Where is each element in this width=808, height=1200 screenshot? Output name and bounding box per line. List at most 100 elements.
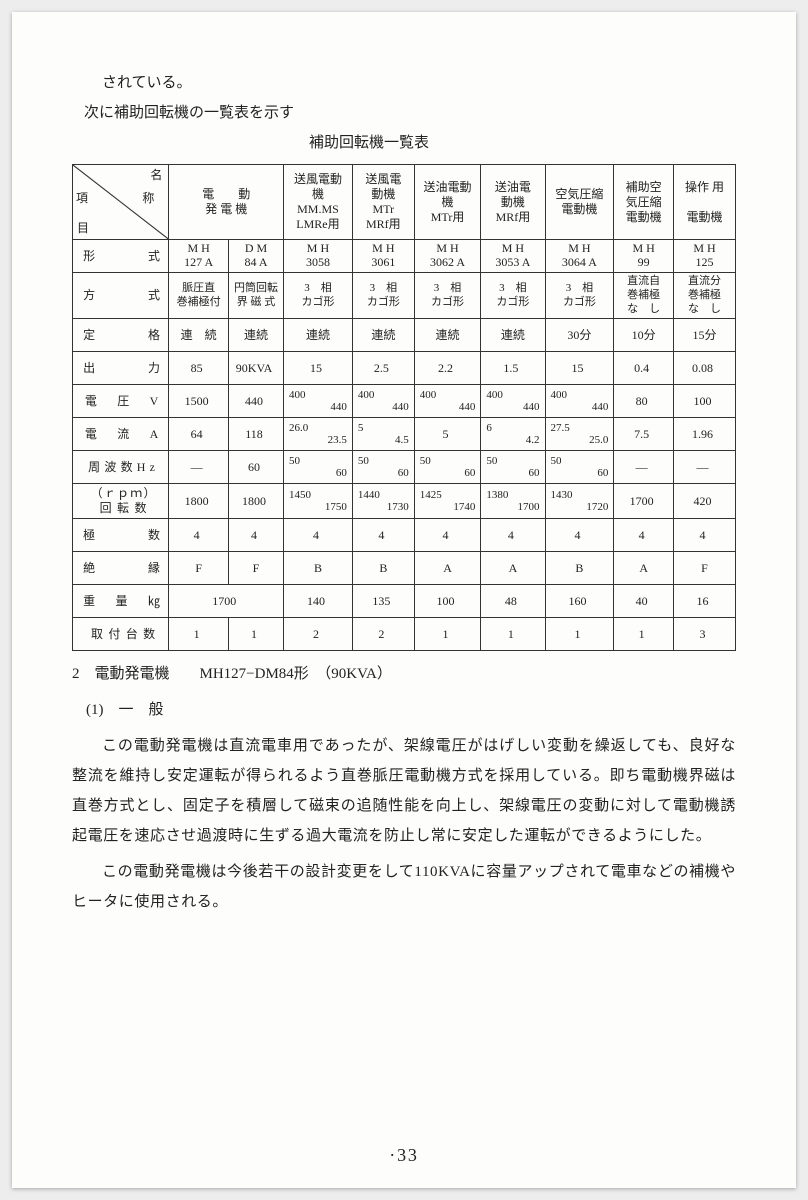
- cell: 連続: [414, 319, 481, 352]
- row-head: 取 付 台 数: [73, 618, 169, 651]
- cell: —: [169, 451, 229, 484]
- cell: 1800: [169, 484, 229, 519]
- cell: 1.5: [481, 352, 545, 385]
- cell: 140: [284, 585, 353, 618]
- cell: 4: [545, 519, 614, 552]
- cell: 420: [673, 484, 735, 519]
- cell: M H3062 A: [414, 240, 481, 273]
- cell: B: [545, 552, 614, 585]
- document-page: されている。 次に補助回転機の一覧表を示す 補助回転機一覧表 名 称: [12, 12, 796, 1188]
- col-head-7: 操作 用電動機: [673, 165, 735, 240]
- cell: 4: [284, 519, 353, 552]
- cell: 4: [352, 519, 414, 552]
- cell: 0.4: [614, 352, 674, 385]
- cell: 4: [169, 519, 229, 552]
- cell: 400440: [545, 385, 614, 418]
- col-head-6: 補助空気圧縮電動機: [614, 165, 674, 240]
- row-head: 極 数: [73, 519, 169, 552]
- cell: 64.2: [481, 418, 545, 451]
- cell: 直流自巻補極な し: [614, 273, 674, 319]
- cell: 14401730: [352, 484, 414, 519]
- row-head: 方 式: [73, 273, 169, 319]
- cell: A: [414, 552, 481, 585]
- cell: 連続: [352, 319, 414, 352]
- cell: M H3058: [284, 240, 353, 273]
- cell: 4: [414, 519, 481, 552]
- corner-label-name1: 名: [150, 168, 162, 183]
- corner-label-item2: 目: [77, 221, 89, 236]
- cell: 135: [352, 585, 414, 618]
- cell: 90KVA: [228, 352, 283, 385]
- cell: 14301720: [545, 484, 614, 519]
- cell: B: [352, 552, 414, 585]
- cell: M H3053 A: [481, 240, 545, 273]
- cell: 1: [169, 618, 229, 651]
- cell: A: [481, 552, 545, 585]
- cell: 1: [414, 618, 481, 651]
- cell: 1800: [228, 484, 283, 519]
- corner-label-item1: 項: [76, 191, 88, 206]
- page-number: ·33: [12, 1145, 796, 1166]
- table-row: 定 格連 続連続連続連続連続連続30分10分15分: [73, 319, 736, 352]
- cell: 5060: [545, 451, 614, 484]
- cell: 100: [414, 585, 481, 618]
- cell: 400440: [481, 385, 545, 418]
- cell: 1: [481, 618, 545, 651]
- table-row: 形 式M H127 AD M84 AM H3058M H3061M H3062 …: [73, 240, 736, 273]
- cell: M H125: [673, 240, 735, 273]
- cell: 54.5: [352, 418, 414, 451]
- col-head-4: 送油電動機MRf用: [481, 165, 545, 240]
- cell: 85: [169, 352, 229, 385]
- cell: 3 相カゴ形: [284, 273, 353, 319]
- cell: 400440: [414, 385, 481, 418]
- row-head: 絶 縁: [73, 552, 169, 585]
- cell: 64: [169, 418, 229, 451]
- aux-rotating-machine-table: 名 称 項 目 電 動発 電 機 送風電動機MM.MSLMRe用 送風電動機MT…: [72, 164, 736, 651]
- row-head: 周波数Hz: [73, 451, 169, 484]
- cell: A: [614, 552, 674, 585]
- cell: 4: [228, 519, 283, 552]
- page-number-value: 33: [397, 1145, 419, 1165]
- cell: 80: [614, 385, 674, 418]
- table-body: 形 式M H127 AD M84 AM H3058M H3061M H3062 …: [73, 240, 736, 651]
- post-text-block: 2 電動発電機 MH127−DM84形 （90KVA） (1) 一 般 この電動…: [72, 659, 736, 917]
- table-row: 出 力8590KVA152.52.21.5150.40.08: [73, 352, 736, 385]
- cell: 0.08: [673, 352, 735, 385]
- cell: 3 相カゴ形: [414, 273, 481, 319]
- cell: 10分: [614, 319, 674, 352]
- intro-line-1: されている。: [102, 68, 736, 98]
- cell: F: [673, 552, 735, 585]
- cell: 3 相カゴ形: [481, 273, 545, 319]
- table-caption: 補助回転機一覧表: [102, 128, 636, 158]
- cell: 5060: [414, 451, 481, 484]
- col-head-2: 送風電動機MTrMRf用: [352, 165, 414, 240]
- row-head: 形 式: [73, 240, 169, 273]
- row-head: （ｒｐｍ）回 転 数: [73, 484, 169, 519]
- cell: —: [614, 451, 674, 484]
- cell: 4: [614, 519, 674, 552]
- cell: 連続: [481, 319, 545, 352]
- cell: 連 続: [169, 319, 229, 352]
- intro-text-block: されている。 次に補助回転機の一覧表を示す 補助回転機一覧表: [102, 68, 736, 158]
- cell: 27.525.0: [545, 418, 614, 451]
- table-row: 取 付 台 数112211113: [73, 618, 736, 651]
- cell: 1: [228, 618, 283, 651]
- table-row: 電 圧 V15004404004404004404004404004404004…: [73, 385, 736, 418]
- cell: 13801700: [481, 484, 545, 519]
- table-row: 方 式脈圧直巻補極付円筒回転界 磁 式3 相カゴ形3 相カゴ形3 相カゴ形3 相…: [73, 273, 736, 319]
- table-row: 重 量 ㎏1700140135100481604016: [73, 585, 736, 618]
- cell: 2: [284, 618, 353, 651]
- table-row: （ｒｐｍ）回 転 数180018001450175014401730142517…: [73, 484, 736, 519]
- cell: F: [228, 552, 283, 585]
- cell: 100: [673, 385, 735, 418]
- cell: 2.5: [352, 352, 414, 385]
- cell: 400440: [352, 385, 414, 418]
- table-row: 極 数444444444: [73, 519, 736, 552]
- cell: 5060: [352, 451, 414, 484]
- paragraph-1: この電動発電機は直流電車用であったが、架線電圧がはげしい変動を繰返しても、良好な…: [72, 731, 736, 851]
- cell: 直流分巻補極な し: [673, 273, 735, 319]
- cell: 1500: [169, 385, 229, 418]
- cell: 40: [614, 585, 674, 618]
- cell: 48: [481, 585, 545, 618]
- corner-label-name2: 称: [142, 191, 154, 206]
